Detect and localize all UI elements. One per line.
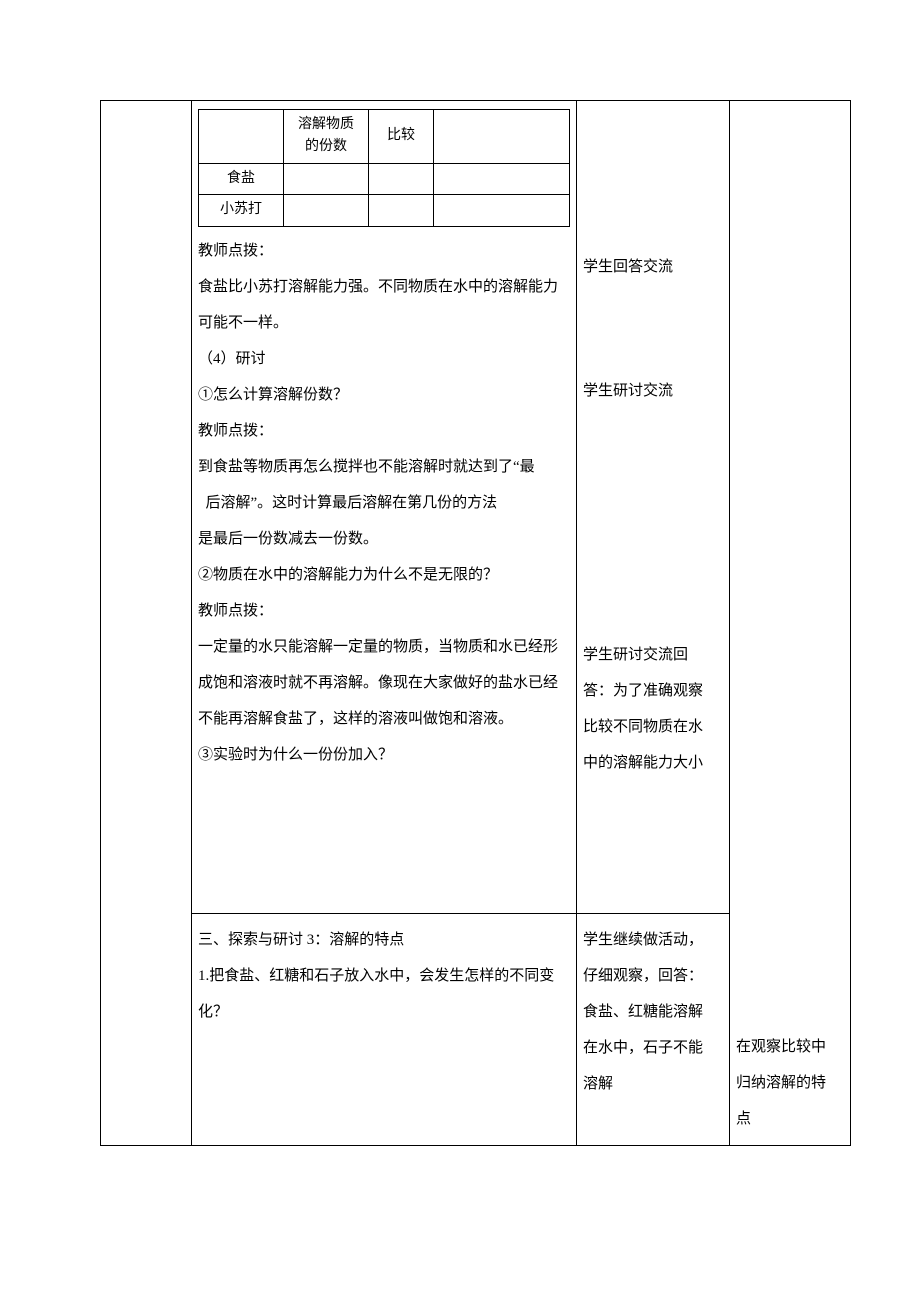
inner-header-c3: 比较: [369, 110, 434, 164]
inner-row1-label: 食盐: [199, 163, 284, 194]
inner-row1-c2: [284, 163, 369, 194]
inner-table: 溶解物质 的份数 比较 食盐 小苏打: [198, 109, 570, 227]
main-p6: 到食盐等物质再怎么搅拌也不能溶解时就达到了“最: [198, 449, 570, 485]
main-p2: 食盐比小苏打溶解能力强。不同物质在水中的溶解能力可能不一样。: [198, 269, 570, 341]
main-p5: 教师点拨：: [198, 413, 570, 449]
main-p4: ①怎么计算溶解份数？: [198, 377, 570, 413]
main-p8: 是最后一份数减去一份数。: [198, 521, 570, 557]
student-s4b: 仔细观察，回答：: [583, 958, 723, 994]
main-cell-bottom: 三、探索与研讨 3：溶解的特点 1.把食盐、红糖和石子放入水中，会发生怎样的不同…: [192, 913, 577, 1145]
student-s3a: 学生研讨交流回: [583, 637, 723, 673]
inner-row2-c2: [284, 195, 369, 226]
student-s4d: 在水中，石子不能: [583, 1030, 723, 1066]
page: 溶解物质 的份数 比较 食盐 小苏打: [0, 0, 920, 1206]
student-s4c: 食盐、红糖能溶解: [583, 994, 723, 1030]
main-cell-top: 溶解物质 的份数 比较 食盐 小苏打: [192, 101, 577, 914]
outer-table: 溶解物质 的份数 比较 食盐 小苏打: [100, 100, 851, 1146]
main-p12: ③实验时为什么一份份加入？: [198, 737, 570, 773]
student-s3c: 比较不同物质在水: [583, 709, 723, 745]
inner-row1-c4: [434, 163, 570, 194]
sec3-title: 三、探索与研讨 3：溶解的特点: [198, 922, 570, 958]
student-s4a: 学生继续做活动，: [583, 922, 723, 958]
main-p3: （4）研讨: [198, 341, 570, 377]
inner-header-c4: [434, 110, 570, 164]
student-s3b: 答：为了准确观察: [583, 673, 723, 709]
note-cell: 在观察比较中 归纳溶解的特 点: [730, 101, 851, 1146]
inner-row2-label: 小苏打: [199, 195, 284, 226]
student-s1: 学生回答交流: [583, 249, 723, 285]
inner-row2-c3: [369, 195, 434, 226]
note-n3: 点: [736, 1101, 844, 1137]
inner-row1-c3: [369, 163, 434, 194]
inner-header-blank: [199, 110, 284, 164]
sec3-q: 1.把食盐、红糖和石子放入水中，会发生怎样的不同变化？: [198, 958, 570, 1030]
student-cell-top: 学生回答交流 学生研讨交流 学生研讨交流回 答：为了准确观察 比较不同物质在水 …: [577, 101, 730, 914]
student-s3d: 中的溶解能力大小: [583, 745, 723, 781]
student-s2: 学生研讨交流: [583, 373, 723, 409]
inner-row2-c4: [434, 195, 570, 226]
student-cell-bottom: 学生继续做活动， 仔细观察，回答： 食盐、红糖能溶解 在水中，石子不能 溶解: [577, 913, 730, 1145]
note-n2: 归纳溶解的特: [736, 1065, 844, 1101]
student-s4e: 溶解: [583, 1066, 723, 1102]
inner-h2a: 溶解物质: [298, 117, 354, 132]
inner-header-c2: 溶解物质 的份数: [284, 110, 369, 164]
inner-h2b: 的份数: [305, 139, 347, 154]
main-p11: 一定量的水只能溶解一定量的物质，当物质和水已经形成饱和溶液时就不再溶解。像现在大…: [198, 629, 570, 737]
main-p10: 教师点拨：: [198, 593, 570, 629]
main-p1: 教师点拨：: [198, 233, 570, 269]
main-p9: ②物质在水中的溶解能力为什么不是无限的？: [198, 557, 570, 593]
left-column: [101, 101, 192, 1146]
main-p7: 后溶解”。这时计算最后溶解在第几份的方法: [198, 485, 570, 521]
note-n1: 在观察比较中: [736, 1029, 844, 1065]
